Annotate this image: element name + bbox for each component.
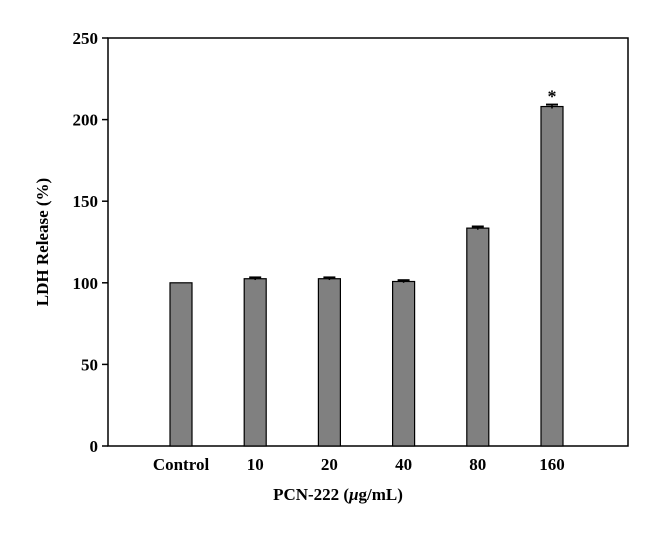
y-tick-label: 100 [73, 274, 99, 293]
bar-20 [317, 278, 341, 447]
y-axis: 0 50 100 150 200 250 [73, 29, 108, 456]
significance-marker: * [548, 87, 557, 107]
y-tick-label: 200 [73, 111, 99, 130]
annotations-group: * [548, 87, 557, 107]
x-tick-label: 10 [247, 455, 264, 474]
x-axis-title-unit-mu: μ [348, 485, 358, 504]
y-tick-label: 50 [81, 355, 98, 374]
bar-10 [243, 278, 267, 447]
bar-160 [540, 105, 564, 447]
error-bars-group [249, 103, 558, 283]
x-tick-label: 80 [469, 455, 486, 474]
y-axis-title: LDH Release (%) [33, 178, 52, 306]
y-tick-label: 250 [73, 29, 99, 48]
bar-80 [466, 227, 490, 447]
x-axis: Control 10 20 40 80 160 [153, 455, 565, 474]
x-axis-title-unit-rest: g/mL) [359, 485, 403, 504]
bars-group [169, 105, 564, 447]
bar-control [169, 282, 193, 447]
x-axis-title: PCN-222 (μg/mL) [273, 485, 403, 504]
y-tick-label: 0 [90, 437, 99, 456]
x-tick-label: 40 [395, 455, 412, 474]
plot-frame [107, 37, 629, 447]
x-tick-label: Control [153, 455, 210, 474]
y-tick-label: 150 [73, 192, 99, 211]
x-tick-label: 160 [539, 455, 565, 474]
x-tick-label: 20 [321, 455, 338, 474]
x-axis-title-main: PCN-222 ( [273, 485, 349, 504]
bar-40 [392, 280, 416, 447]
